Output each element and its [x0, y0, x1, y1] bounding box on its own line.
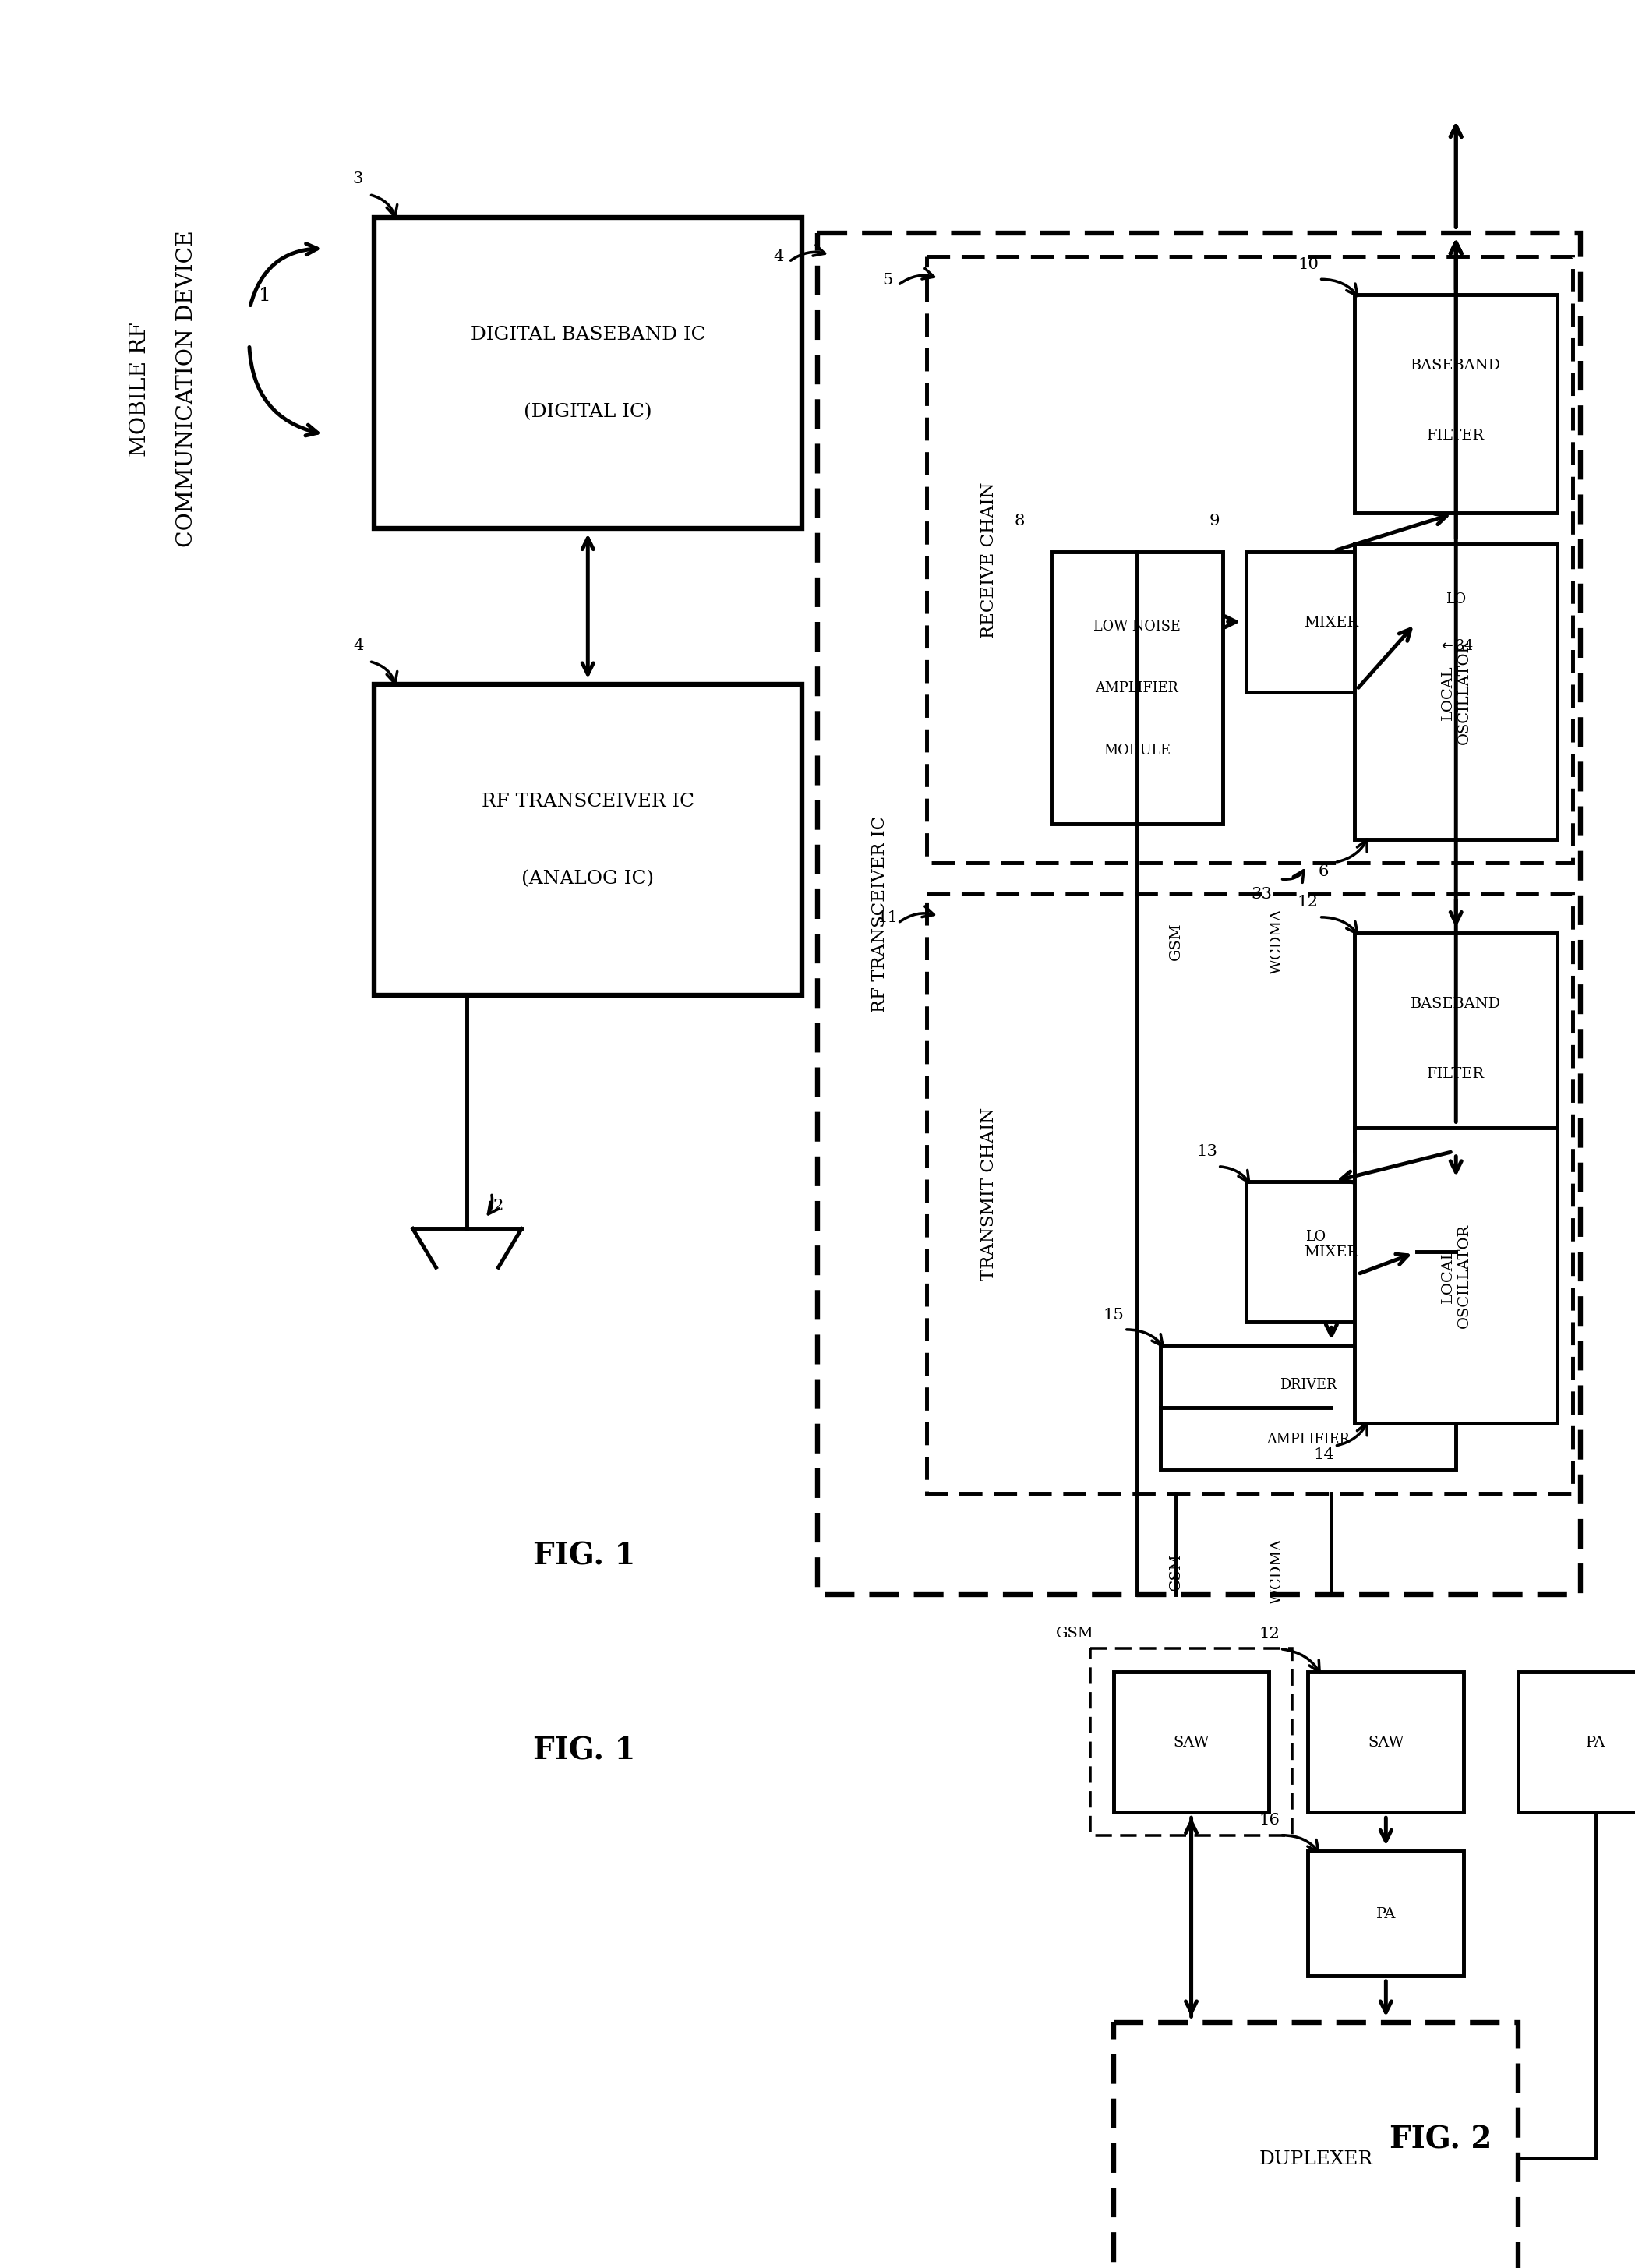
- Text: SAW: SAW: [1368, 1735, 1404, 1749]
- Text: FIG. 1: FIG. 1: [533, 1540, 634, 1569]
- Text: LOW NOISE: LOW NOISE: [1094, 619, 1180, 633]
- Text: 15: 15: [1104, 1306, 1123, 1322]
- Text: (ANALOG IC): (ANALOG IC): [522, 871, 654, 887]
- Text: 2: 2: [494, 1198, 504, 1213]
- Text: AMPLIFIER: AMPLIFIER: [1267, 1431, 1349, 1447]
- Text: DRIVER: DRIVER: [1280, 1377, 1336, 1393]
- Text: BASEBAND: BASEBAND: [1411, 358, 1501, 372]
- Text: 12: 12: [1259, 1626, 1280, 1640]
- Text: MIXER: MIXER: [1305, 1245, 1359, 1259]
- Text: 14: 14: [1313, 1447, 1334, 1463]
- Bar: [1355, 544, 1557, 839]
- Text: TRANSMIT CHAIN: TRANSMIT CHAIN: [981, 1107, 997, 1281]
- Text: (DIGITAL IC): (DIGITAL IC): [523, 404, 652, 422]
- Bar: [1355, 934, 1557, 1152]
- Text: SAW: SAW: [1174, 1735, 1210, 1749]
- Bar: [374, 218, 801, 528]
- Text: DIGITAL BASEBAND IC: DIGITAL BASEBAND IC: [471, 327, 705, 342]
- Text: FILTER: FILTER: [1427, 429, 1485, 442]
- Text: 4: 4: [353, 637, 363, 653]
- Text: 11: 11: [876, 909, 898, 925]
- Bar: [1246, 551, 1418, 692]
- Text: MODULE: MODULE: [1104, 744, 1171, 758]
- Bar: [1308, 1672, 1463, 1812]
- Text: BASEBAND: BASEBAND: [1411, 996, 1501, 1009]
- Bar: [927, 256, 1573, 864]
- Text: FIG. 1: FIG. 1: [533, 1735, 634, 1765]
- Text: AMPLIFIER: AMPLIFIER: [1095, 680, 1179, 696]
- Bar: [1355, 1127, 1557, 1424]
- Text: 5: 5: [883, 272, 893, 288]
- Text: FIG. 2: FIG. 2: [1390, 2125, 1491, 2155]
- Text: 3: 3: [353, 172, 363, 186]
- Text: 4: 4: [773, 249, 783, 263]
- Text: MIXER: MIXER: [1305, 615, 1359, 628]
- Bar: [1355, 295, 1557, 513]
- Text: LO: LO: [1306, 1229, 1326, 1243]
- Bar: [1113, 1672, 1269, 1812]
- Text: 10: 10: [1298, 256, 1318, 272]
- Text: 33: 33: [1251, 887, 1272, 903]
- Text: 12: 12: [1298, 896, 1318, 909]
- Text: 9: 9: [1210, 515, 1220, 528]
- Bar: [1308, 1851, 1463, 1975]
- Bar: [1091, 1649, 1292, 1835]
- Bar: [1246, 1182, 1418, 1322]
- Text: FILTER: FILTER: [1427, 1066, 1485, 1080]
- Text: COMMUNICATION DEVICE: COMMUNICATION DEVICE: [177, 231, 198, 547]
- Text: 6: 6: [1318, 864, 1329, 878]
- Text: WCDMA: WCDMA: [1270, 1538, 1283, 1603]
- Bar: [1051, 551, 1223, 826]
- Text: WCDMA: WCDMA: [1270, 909, 1283, 973]
- Text: LOCAL
OSCILLATOR: LOCAL OSCILLATOR: [1440, 640, 1472, 744]
- Bar: [817, 234, 1581, 1594]
- Text: PA: PA: [1586, 1735, 1606, 1749]
- Text: 1: 1: [258, 286, 271, 304]
- Text: PA: PA: [1377, 1907, 1396, 1921]
- Text: GSM: GSM: [1056, 1626, 1094, 1640]
- Text: RECEIVE CHAIN: RECEIVE CHAIN: [981, 481, 997, 637]
- Text: $\leftarrow$34: $\leftarrow$34: [1439, 640, 1473, 653]
- Text: DUPLEXER: DUPLEXER: [1259, 2150, 1373, 2168]
- Text: 8: 8: [1015, 515, 1025, 528]
- Bar: [1519, 1672, 1635, 1812]
- Text: GSM: GSM: [1169, 923, 1182, 959]
- Text: LO: LO: [1445, 592, 1467, 606]
- Bar: [374, 685, 801, 996]
- Bar: [1161, 1345, 1455, 1470]
- Bar: [927, 894, 1573, 1492]
- Text: GSM: GSM: [1169, 1551, 1182, 1590]
- Text: 13: 13: [1197, 1143, 1218, 1159]
- Text: MOBILE RF: MOBILE RF: [129, 322, 150, 456]
- Text: 16: 16: [1259, 1812, 1280, 1828]
- Text: RF TRANSCEIVER IC: RF TRANSCEIVER IC: [871, 816, 888, 1012]
- Text: RF TRANSCEIVER IC: RF TRANSCEIVER IC: [481, 792, 695, 810]
- Text: LOCAL
OSCILLATOR: LOCAL OSCILLATOR: [1440, 1222, 1472, 1327]
- Bar: [1113, 2023, 1519, 2268]
